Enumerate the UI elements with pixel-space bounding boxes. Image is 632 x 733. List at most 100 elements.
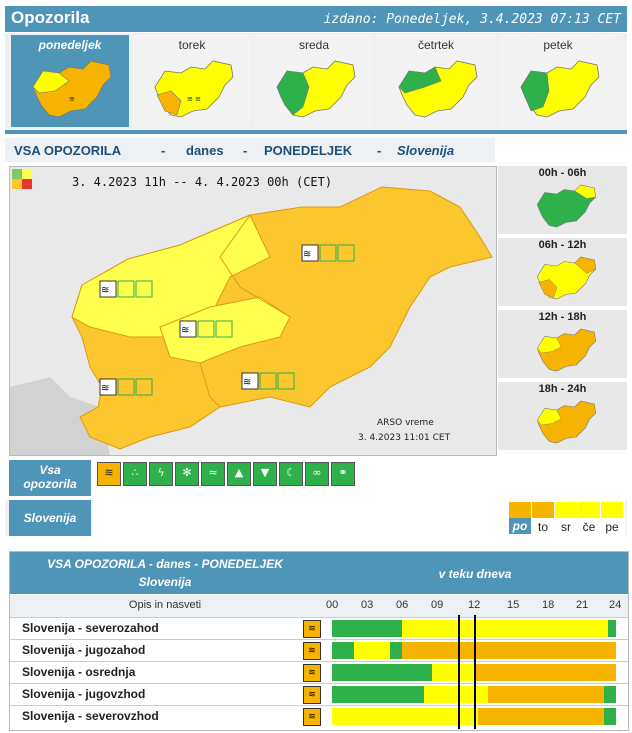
section-title-b: danes [186,143,224,158]
day-abbr: pe [605,520,619,534]
tab-label: četrtek [417,38,454,52]
slovenia-map-icon [536,184,597,228]
day-sr[interactable]: sr [555,502,577,534]
hour-label: 21 [576,599,589,611]
warning-map[interactable]: ≋ ≋ ≋ ≋ ≋ [9,166,497,456]
timeline-segment [604,708,616,725]
section-title-e: Slovenija [397,143,455,158]
timeline-segment [332,642,354,659]
tab-sreda[interactable]: sreda [255,35,373,127]
hour-label: 06 [396,599,409,611]
timeline-segment [604,686,616,703]
divider [5,130,627,134]
type-label: Vsa opozorila [9,460,91,496]
hour-label: 15 [507,599,520,611]
tab-ponedeljek[interactable]: ponedeljek ≡ [11,35,129,127]
svg-text:≡ ≡: ≡ ≡ [187,95,201,103]
timeline-segment [402,642,616,659]
hour-label: 09 [431,599,444,611]
table-row[interactable]: Slovenija - severozahod ≋ [10,617,628,639]
map-credit-time: 3. 4.2023 11:01 CET [358,433,451,443]
table-row[interactable]: Slovenija - jugozahod ≋ [10,639,628,661]
period-label: 18h - 24h [538,383,587,395]
period-map-00-06[interactable]: 00h - 06h [498,166,627,234]
wind-warning-icon: ≋ [301,244,355,262]
period-label: 00h - 06h [538,167,587,179]
tab-label: ponedeljek [38,38,102,52]
slovenia-map-icon: ≡ ≡ [154,60,234,118]
tab-torek[interactable]: torek ≡ ≡ [133,35,251,127]
slovenia-map-icon: ≡ [32,60,112,118]
snow-icon[interactable]: ✻ [175,462,199,486]
section-title-dash: - [377,143,382,158]
day-ce[interactable]: če [578,502,600,534]
warning-table: VSA OPOZORILA - danes - PONEDELJEK Slove… [9,551,629,731]
day-to[interactable]: to [532,502,554,534]
region-name: Slovenija - jugozahod [22,643,146,657]
wind-icon: ≋ [303,642,321,660]
region-bar: Slovenija po to sr če pe [5,500,627,536]
timeline-segment [332,620,402,637]
region-label: Slovenija [9,500,91,536]
table-title: VSA OPOZORILA - danes - PONEDELJEK [47,557,283,571]
coastal-icon[interactable]: ∞ [305,462,329,486]
wind-warning-icon: ≋ [99,280,153,298]
timeline-title: v teku dneva [438,567,512,581]
period-map-06-12[interactable]: 06h - 12h [498,238,627,306]
page-title: Opozorila [11,8,90,27]
tab-cetrtek[interactable]: četrtek [377,35,495,127]
warning-type-bar: Vsa opozorila ≋ ∴ ϟ ✻ ≈ ▲ ▼ ☾ ∞ ⚭ [5,460,627,496]
period-map-12-18[interactable]: 12h - 18h [498,310,627,378]
table-row[interactable]: Slovenija - severovzhod ≋ [10,705,628,727]
period-map-18-24[interactable]: 18h - 24h [498,382,627,450]
table-row[interactable]: Slovenija - osrednja ≋ [10,661,628,683]
table-subtitle: Slovenija [138,575,192,589]
wind-warning-icon: ≋ [241,372,295,390]
thunder-icon[interactable]: ϟ [149,462,173,486]
rain-icon[interactable]: ∴ [123,462,147,486]
cold-icon[interactable]: ▼ [253,462,277,486]
fire-icon[interactable]: ☾ [279,462,303,486]
section-title-a: VSA OPOZORILA [14,143,122,158]
wind-icon[interactable]: ≋ [97,462,121,486]
issued-timestamp: izdano: Ponedeljek, 3.4.2023 07:13 CET [323,12,621,27]
current-time-marker [474,615,476,729]
timeline-segment [332,708,478,725]
wind-warning-icon: ≋ [99,378,153,396]
wind-icon: ≋ [303,708,321,726]
timeline-segment [432,664,476,681]
svg-text:≋: ≋ [101,383,109,394]
timeline-segment [488,686,604,703]
day-pe[interactable]: pe [601,502,623,534]
day-abbr: to [537,520,548,534]
period-label: 12h - 18h [538,311,587,323]
avalanche-icon[interactable]: ⚭ [331,462,355,486]
slovenia-map-icon [536,256,597,300]
slovenia-region-map: ≋ ≋ ≋ ≋ ≋ [10,167,496,455]
timeline-segment [478,708,604,725]
fog-icon[interactable]: ≈ [201,462,225,486]
day-po[interactable]: po [509,502,531,534]
slovenia-map-icon [520,60,600,118]
validity-period: 3. 4.2023 11h -- 4. 4.2023 00h (CET) [72,175,333,189]
table-subheader: Opis in nasveti 00 03 06 09 12 15 18 21 … [10,595,628,617]
timeline-segment [332,686,424,703]
page-header: Opozorila izdano: Ponedeljek, 3.4.2023 0… [5,6,627,32]
timeline-segment [402,620,608,637]
table-row[interactable]: Slovenija - jugovzhod ≋ [10,683,628,705]
region-name: Slovenija - osrednja [22,665,136,679]
timeline-segment [476,664,616,681]
type-label-line2: opozorila [23,477,77,491]
day-abbr: če [582,520,596,534]
current-time-marker [458,615,460,729]
type-label-line1: Vsa [39,463,61,477]
timeline-segment [332,664,432,681]
hour-label: 03 [361,599,374,611]
wind-icon: ≋ [303,686,321,704]
tab-petek[interactable]: petek [499,35,617,127]
tab-label: petek [543,38,573,52]
slovenia-map-icon [276,60,356,118]
svg-text:≋: ≋ [101,285,109,296]
tab-label: sreda [298,38,330,52]
heat-icon[interactable]: ▲ [227,462,251,486]
